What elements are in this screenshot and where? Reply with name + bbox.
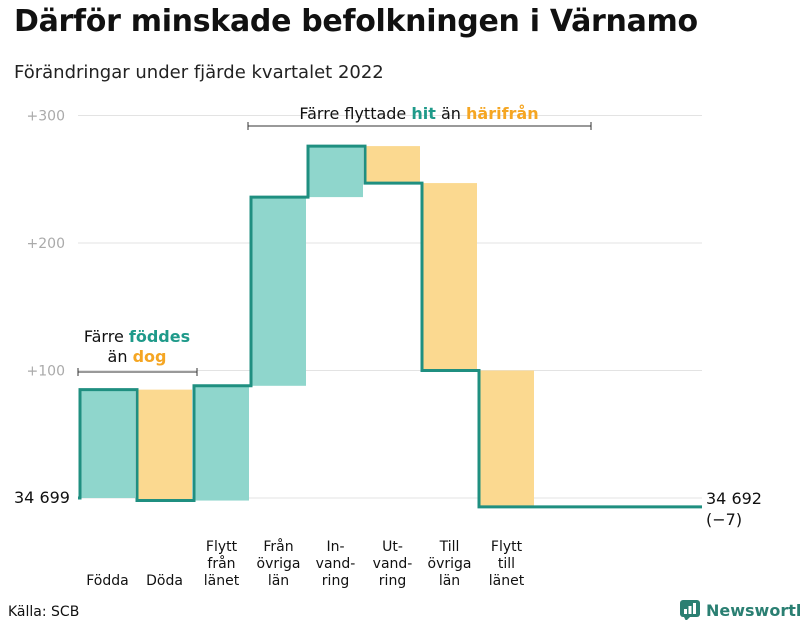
chart-title: Därför minskade befolkningen i Värnamo — [14, 4, 698, 39]
bar-3 — [251, 197, 306, 386]
brand-name: Newsworthy — [706, 600, 800, 620]
source-note: Källa: SCB — [8, 604, 80, 620]
end-change-label: (−7) — [706, 510, 742, 529]
running-total-line — [78, 144, 702, 509]
category-label: Ut-vand-ring — [373, 539, 413, 589]
chart-subtitle: Förändringar under fjärde kvartalet 2022 — [14, 62, 384, 83]
end-value-label: 34 692 — [706, 489, 762, 508]
bar-6 — [422, 183, 477, 371]
line-layer — [78, 144, 702, 509]
bar-1 — [137, 389, 192, 501]
bar-4 — [308, 146, 363, 198]
brand-logo: Newsworthy — [680, 600, 800, 620]
waterfall-chart: +100 +200 +300 Födda Döda Flytt från länet Från… — [14, 104, 762, 589]
bar-7 — [479, 370, 534, 507]
migration-annotation-text: Färre flyttade hit än härifrån — [299, 104, 538, 123]
category-label: Till övriga län — [428, 539, 472, 589]
start-value-label: 34 699 — [14, 488, 70, 507]
y-tick-label: +300 — [27, 109, 65, 125]
bar-0 — [80, 389, 135, 498]
label-layer: Födda Döda Flytt från länet Från övriga län In-v… — [86, 538, 524, 589]
newsworthy-logo-icon — [680, 600, 700, 620]
bar-2 — [194, 385, 249, 501]
category-label: Döda — [146, 573, 183, 589]
y-tick-label: +100 — [27, 364, 65, 380]
births-annotation-line2: än dog — [108, 347, 167, 366]
migration-annotation: Färre flyttade hit än härifrån — [247, 104, 592, 130]
category-label: Från övriga län — [257, 538, 301, 589]
category-label: Flytt från länet — [204, 539, 240, 589]
y-tick-label: +200 — [27, 236, 65, 252]
births-annotation: Färre föddes än dog — [77, 327, 198, 376]
category-label: Födda — [86, 573, 128, 589]
births-annotation-line1: Färre föddes — [84, 327, 190, 346]
category-label: Flytt till länet — [489, 539, 525, 589]
bar-5 — [365, 146, 420, 184]
bar-layer — [80, 146, 534, 507]
category-label: In-vand-ring — [316, 539, 356, 589]
